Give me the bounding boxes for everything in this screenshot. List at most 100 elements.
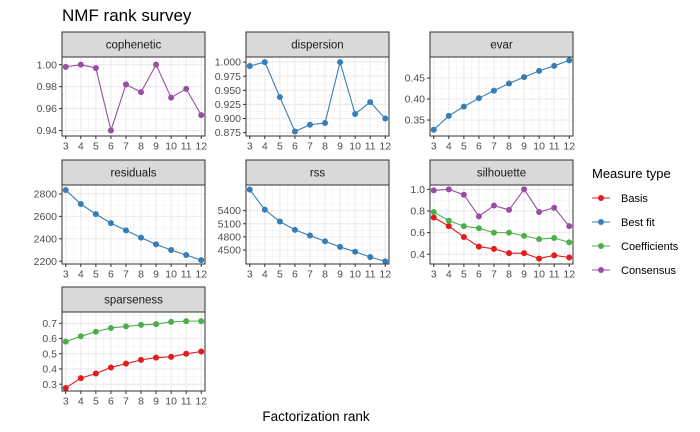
- point-dispersion-best-fit-4: [261, 59, 268, 66]
- xtick-label-cophenetic-3: 3: [63, 141, 69, 153]
- point-cophenetic-consensus-9: [153, 61, 160, 68]
- xtick-label-sparseness-11: 11: [181, 396, 192, 408]
- legend-entry-consensus: Consensus: [592, 265, 677, 277]
- point-residuals-best-fit-12: [198, 257, 205, 264]
- xtick-label-dispersion-3: 3: [247, 141, 253, 153]
- point-sparseness-basis-6: [107, 364, 114, 371]
- xtick-label-evar-9: 9: [521, 141, 527, 153]
- legend-label-coefficients: Coefficients: [621, 241, 679, 253]
- point-residuals-best-fit-9: [153, 241, 160, 248]
- panel-border-silhouette: [429, 184, 574, 265]
- point-cophenetic-consensus-10: [168, 94, 175, 101]
- xtick-label-sparseness-12: 12: [195, 396, 207, 408]
- xtick-label-cophenetic-12: 12: [195, 141, 207, 153]
- strip-label-cophenetic: cophenetic: [106, 40, 162, 52]
- point-rss-best-fit-10: [352, 248, 359, 255]
- ytick-label-sparseness-4: 0.7: [42, 318, 57, 330]
- ytick-label-residuals-0: 2200: [34, 256, 58, 268]
- point-dispersion-best-fit-7: [306, 121, 313, 128]
- point-sparseness-basis-5: [92, 370, 99, 377]
- xtick-label-evar-4: 4: [446, 141, 452, 153]
- series-residuals-best-fit: [62, 187, 205, 264]
- legend-entry-best-fit: Best fit: [592, 217, 655, 229]
- minor-grid-residuals: [62, 185, 205, 264]
- xtick-label-evar-8: 8: [506, 141, 512, 153]
- legend-marker-coefficients: [598, 243, 604, 249]
- ytick-label-sparseness-3: 0.6: [42, 333, 57, 345]
- series-silhouette-consensus: [430, 186, 573, 230]
- xtick-label-residuals-12: 12: [195, 269, 207, 281]
- point-cophenetic-consensus-4: [77, 61, 84, 68]
- point-silhouette-coefficients-6: [475, 225, 482, 232]
- series-evar-best-fit: [430, 57, 573, 133]
- xtick-label-rss-5: 5: [277, 269, 283, 281]
- strip-residuals: [61, 159, 206, 186]
- point-silhouette-basis-12: [566, 254, 573, 261]
- point-dispersion-best-fit-8: [322, 120, 329, 127]
- point-silhouette-basis-5: [460, 233, 467, 240]
- point-residuals-best-fit-10: [168, 246, 175, 253]
- ytick-label-sparseness-2: 0.5: [42, 348, 57, 360]
- point-cophenetic-consensus-6: [107, 127, 114, 134]
- point-silhouette-consensus-12: [566, 223, 573, 230]
- ytick-label-silhouette-1: 0.6: [410, 227, 425, 239]
- minor-grid-cophenetic: [62, 57, 205, 136]
- ytick-label-silhouette-2: 0.8: [410, 206, 425, 218]
- xtick-label-evar-11: 11: [549, 141, 560, 153]
- panel-border-dispersion: [245, 56, 390, 137]
- legend-label-best-fit: Best fit: [621, 217, 655, 229]
- xtick-label-silhouette-6: 6: [476, 269, 482, 281]
- point-silhouette-consensus-11: [551, 204, 558, 211]
- xtick-label-residuals-7: 7: [123, 269, 129, 281]
- point-silhouette-basis-4: [445, 223, 452, 230]
- major-grid-residuals: [62, 185, 205, 264]
- xtick-label-dispersion-9: 9: [337, 141, 343, 153]
- xtick-label-residuals-11: 11: [181, 269, 192, 281]
- point-sparseness-basis-8: [138, 356, 145, 363]
- point-evar-best-fit-4: [445, 112, 452, 119]
- xtick-label-dispersion-4: 4: [262, 141, 268, 153]
- point-silhouette-basis-8: [506, 250, 513, 257]
- ytick-label-residuals-3: 2800: [34, 189, 58, 201]
- point-silhouette-coefficients-4: [445, 217, 452, 224]
- x-axis-label: Factorization rank: [262, 409, 370, 424]
- point-sparseness-coefficients-5: [92, 328, 99, 335]
- strip-label-rss: rss: [310, 168, 326, 180]
- point-silhouette-consensus-7: [490, 202, 497, 209]
- point-silhouette-coefficients-12: [566, 239, 573, 246]
- series-sparseness-coefficients: [62, 318, 205, 345]
- xtick-label-residuals-8: 8: [138, 269, 144, 281]
- xtick-label-residuals-3: 3: [63, 269, 69, 281]
- series-dispersion-best-fit: [246, 59, 389, 135]
- xtick-label-cophenetic-9: 9: [153, 141, 159, 153]
- strip-sparseness: [61, 286, 206, 313]
- ytick-label-evar-1: 0.40: [405, 94, 426, 106]
- xtick-label-sparseness-10: 10: [165, 396, 177, 408]
- ytick-label-dispersion-2: 0.925: [215, 99, 241, 111]
- point-residuals-best-fit-8: [138, 234, 145, 241]
- xtick-label-cophenetic-7: 7: [123, 141, 129, 153]
- point-cophenetic-consensus-7: [122, 81, 129, 88]
- point-cophenetic-consensus-11: [183, 85, 190, 92]
- point-silhouette-consensus-8: [506, 206, 513, 213]
- line-silhouette-coefficients: [433, 211, 570, 243]
- point-silhouette-coefficients-11: [551, 235, 558, 242]
- xtick-label-rss-4: 4: [262, 269, 268, 281]
- xtick-label-evar-3: 3: [431, 141, 437, 153]
- strip-label-residuals: residuals: [110, 168, 156, 180]
- xtick-label-sparseness-4: 4: [78, 396, 84, 408]
- point-dispersion-best-fit-12: [382, 115, 389, 122]
- point-sparseness-basis-11: [183, 350, 190, 357]
- point-residuals-best-fit-7: [122, 227, 129, 234]
- xtick-label-evar-7: 7: [491, 141, 497, 153]
- line-sparseness-coefficients: [65, 320, 202, 343]
- xtick-label-cophenetic-5: 5: [93, 141, 99, 153]
- point-silhouette-basis-11: [551, 252, 558, 259]
- point-rss-best-fit-12: [382, 258, 389, 265]
- panel-silhouette: silhouette 0.4 0.6 0.8 1.0 3 4 5 6 7 8 9 10 11 12: [410, 159, 575, 281]
- panel-evar: evar 0.35 0.40 0.45 3 4 5 6 7 8 9 10 11 12: [405, 31, 575, 153]
- xtick-label-silhouette-3: 3: [431, 269, 437, 281]
- point-residuals-best-fit-3: [62, 187, 69, 194]
